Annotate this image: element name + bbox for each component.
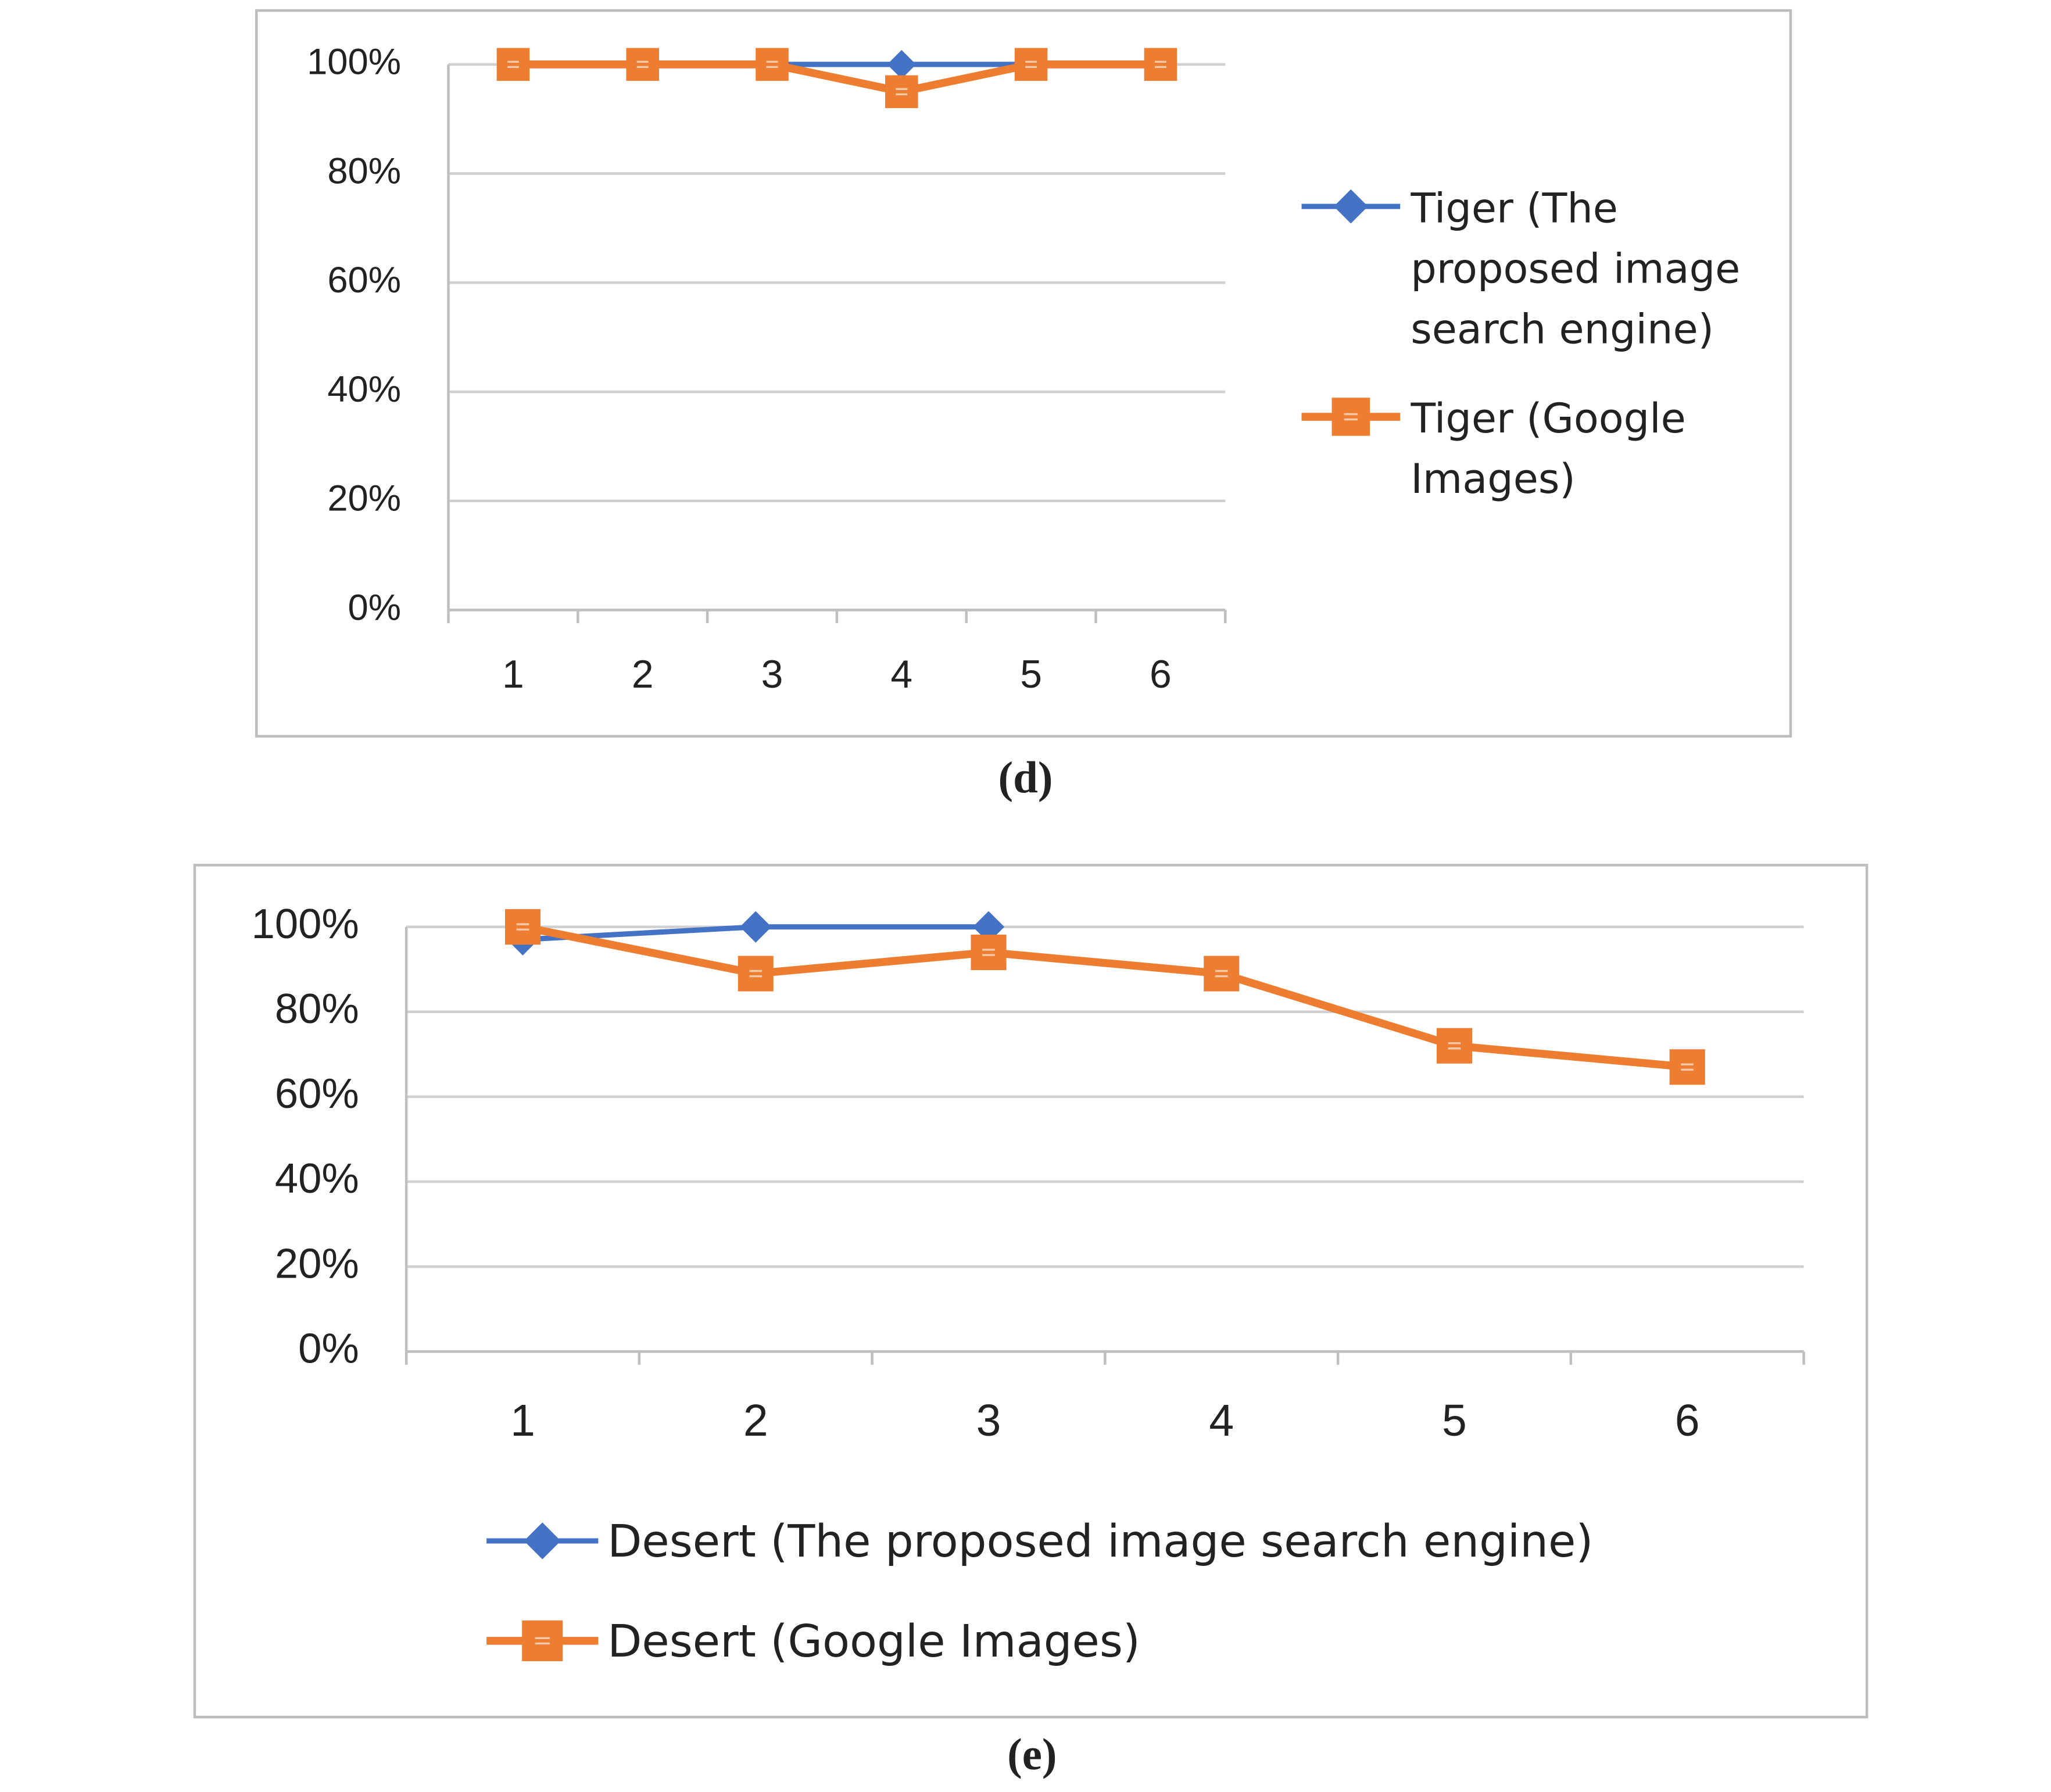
x-tick-label: 3 bbox=[976, 1396, 1001, 1446]
x-tick-label: 1 bbox=[510, 1396, 535, 1446]
legend-label: Tiger (Google Images) bbox=[1411, 395, 1686, 504]
legend-marker bbox=[1331, 398, 1370, 436]
marker-box bbox=[971, 934, 1007, 971]
y-tick-label: 0% bbox=[348, 587, 402, 628]
x-tick-label: 2 bbox=[743, 1396, 768, 1446]
x-tick-label: 6 bbox=[1150, 653, 1172, 696]
legend-marker bbox=[1333, 189, 1368, 224]
marker bbox=[887, 49, 917, 79]
legend-marker bbox=[522, 1620, 563, 1661]
marker-box bbox=[885, 75, 918, 109]
chart-frame bbox=[255, 9, 1792, 738]
y-tick-label: 80% bbox=[275, 985, 359, 1032]
y-tick-label: 60% bbox=[327, 260, 401, 301]
y-tick-label: 40% bbox=[275, 1155, 359, 1202]
marker bbox=[1436, 1028, 1472, 1064]
marker bbox=[971, 934, 1007, 971]
legend-entry: Tiger (Google Images) bbox=[1411, 395, 1686, 504]
chart-frame bbox=[193, 864, 1869, 1719]
marker-box bbox=[626, 48, 659, 81]
legend-label: Tiger (The proposed image search engine) bbox=[1411, 185, 1741, 354]
marker bbox=[1204, 956, 1240, 992]
x-tick-label: 4 bbox=[890, 653, 912, 696]
marker bbox=[1144, 48, 1177, 81]
y-tick-label: 80% bbox=[327, 151, 401, 191]
x-tick-label: 3 bbox=[761, 653, 783, 696]
y-tick-label: 100% bbox=[307, 42, 401, 83]
x-tick-label: 5 bbox=[1020, 653, 1042, 696]
x-tick-label: 6 bbox=[1675, 1396, 1700, 1446]
marker-box bbox=[496, 48, 530, 81]
marker-box bbox=[738, 956, 774, 992]
marker-box bbox=[504, 909, 541, 945]
marker bbox=[626, 48, 659, 81]
y-tick-label: 0% bbox=[298, 1325, 359, 1372]
marker bbox=[756, 48, 789, 81]
x-tick-label: 2 bbox=[632, 653, 654, 696]
caption: (d) bbox=[998, 752, 1053, 802]
marker-box bbox=[1331, 398, 1370, 436]
x-tick-label: 5 bbox=[1442, 1396, 1467, 1446]
legend-entry: Desert (The proposed image search engine… bbox=[607, 1515, 1594, 1569]
series-line bbox=[522, 923, 1688, 1071]
series-line bbox=[513, 60, 1161, 96]
y-tick-label: 20% bbox=[327, 478, 401, 519]
y-tick-label: 60% bbox=[275, 1070, 359, 1117]
marker bbox=[1014, 48, 1048, 81]
legend-entry: Desert (Google Images) bbox=[607, 1615, 1140, 1669]
legend-marker bbox=[524, 1522, 561, 1559]
marker-box bbox=[1204, 956, 1240, 992]
caption: (e) bbox=[1007, 1729, 1057, 1779]
marker bbox=[738, 956, 774, 992]
marker bbox=[504, 909, 541, 945]
y-tick-label: 20% bbox=[275, 1240, 359, 1287]
marker-box bbox=[1436, 1028, 1472, 1064]
marker bbox=[496, 48, 530, 81]
marker-box bbox=[1014, 48, 1048, 81]
y-tick-label: 100% bbox=[252, 900, 359, 947]
marker-box bbox=[1144, 48, 1177, 81]
x-tick-label: 1 bbox=[502, 653, 524, 696]
legend-entry: Tiger (The proposed image search engine) bbox=[1411, 185, 1741, 354]
marker-box bbox=[522, 1620, 563, 1661]
marker bbox=[885, 75, 918, 109]
marker-box bbox=[756, 48, 789, 81]
x-tick-label: 4 bbox=[1209, 1396, 1234, 1446]
marker bbox=[1669, 1049, 1705, 1085]
y-tick-label: 40% bbox=[327, 369, 401, 410]
marker-box bbox=[1669, 1049, 1705, 1085]
marker bbox=[740, 911, 772, 943]
legend-label: Desert (The proposed image search engine… bbox=[607, 1515, 1594, 1569]
legend-label: Desert (Google Images) bbox=[607, 1615, 1140, 1669]
